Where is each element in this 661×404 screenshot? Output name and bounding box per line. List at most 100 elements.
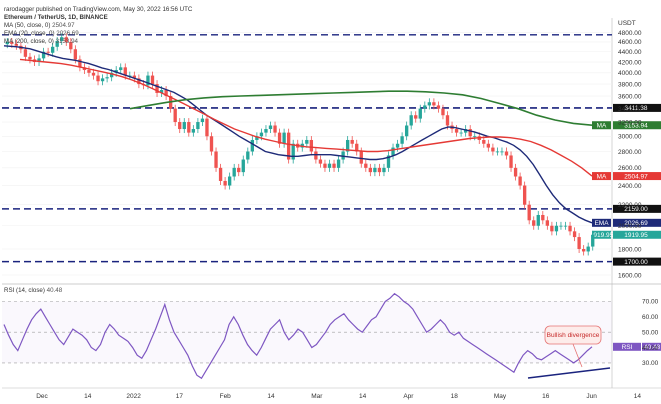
level-badge <box>613 103 661 112</box>
rsi-tick-label: 60.00 <box>642 314 659 321</box>
time-tick-label: May <box>494 393 507 400</box>
candle-body <box>386 155 391 168</box>
candle-body <box>364 163 368 168</box>
candle-body <box>518 176 522 186</box>
time-tick-label: Feb <box>220 393 232 400</box>
candle-body <box>196 122 200 130</box>
price-tick-label: 2200.00 <box>618 202 642 209</box>
annotation-arrow <box>572 343 583 368</box>
candle-body <box>60 37 64 41</box>
candle-body <box>318 159 323 164</box>
time-tick-label: 18 <box>451 393 459 400</box>
candle-body <box>554 225 559 232</box>
candle-body <box>237 167 241 173</box>
ma200-line <box>129 90 593 126</box>
price-tick-label: 2800.00 <box>618 149 642 156</box>
rsi-legend: RSI (14, close) 40.48 <box>4 287 62 294</box>
candle-body <box>473 136 477 138</box>
time-tick-label: Dec <box>36 393 48 400</box>
price-tick-label: 4000.00 <box>618 70 642 77</box>
candle-body <box>591 234 595 247</box>
candle-body <box>182 122 186 130</box>
candle-body <box>246 151 250 160</box>
candle-body <box>336 159 341 168</box>
candle-body <box>64 37 68 42</box>
rsi-line <box>3 292 593 380</box>
candle-body <box>513 167 518 177</box>
ema20-line <box>3 45 593 224</box>
candle-body <box>586 246 590 252</box>
candle-body <box>41 51 46 59</box>
candle-body <box>218 167 223 181</box>
candle-body <box>332 163 336 168</box>
candle-body <box>395 143 400 148</box>
candle-body <box>268 125 273 130</box>
candle-body <box>486 143 491 148</box>
candle-body <box>373 167 377 173</box>
candle-body <box>404 125 409 137</box>
candle-body <box>432 102 436 106</box>
candle-body <box>69 41 73 50</box>
candles <box>5 33 595 256</box>
candle-body <box>368 167 373 173</box>
candle-body <box>282 132 286 144</box>
rsi-last-value-badge <box>642 342 661 351</box>
candle-body <box>305 139 309 144</box>
candle-body <box>355 143 359 152</box>
candle-body <box>255 136 259 140</box>
candle-body <box>550 225 554 232</box>
candle-body <box>78 59 82 68</box>
candle-body <box>55 40 59 47</box>
rsi-last-badge <box>613 342 641 351</box>
candle-body <box>173 108 177 123</box>
candle-body <box>532 220 536 226</box>
time-tick-label: 14 <box>359 393 367 400</box>
candle-body <box>82 67 87 71</box>
candle-body <box>123 67 127 76</box>
candle-body <box>50 46 55 53</box>
candle-body <box>541 214 545 221</box>
rsi-panel: RSI 40.48 <box>3 292 661 380</box>
candle-body <box>10 41 14 44</box>
candle-body <box>28 56 32 60</box>
candle-body <box>223 180 227 186</box>
rsi-tick-label: 50.00 <box>642 329 659 336</box>
candle-body <box>382 167 386 173</box>
candle-body <box>350 139 354 144</box>
candle-body <box>146 75 150 86</box>
rsi-tick-label: 70.00 <box>642 299 659 306</box>
candle-body <box>545 220 550 226</box>
candle-body <box>5 41 9 45</box>
candle-body <box>377 167 382 173</box>
price-tick-label: 1600.00 <box>618 272 642 279</box>
time-tick-label: 2022 <box>126 393 141 400</box>
candle-body <box>273 125 277 133</box>
candle-body <box>191 129 196 133</box>
candle-body <box>581 249 586 252</box>
candle-body <box>205 118 209 137</box>
candle-body <box>250 139 255 152</box>
price-tick-label: 1800.00 <box>618 246 642 253</box>
ma200-badge-tag-label: MA <box>597 123 607 130</box>
time-tick-label: Jun <box>586 393 597 400</box>
level-label: 1700.00 <box>624 259 648 266</box>
candle-body <box>459 132 463 134</box>
candle-body <box>504 151 509 156</box>
candle-body <box>563 225 568 227</box>
candle-body <box>227 176 232 186</box>
ma50-legend: MA (50, close, 0) 2504.97 <box>4 22 75 29</box>
candle-body <box>286 132 291 160</box>
ema20-legend: EMA (20, close, 0) 2026.69 <box>4 30 79 37</box>
candle-body <box>482 139 486 144</box>
candle-body <box>527 204 531 221</box>
candle-body <box>468 129 472 137</box>
time-tick-label: 14 <box>84 393 92 400</box>
candle-body <box>291 143 295 160</box>
candle-body <box>309 139 314 152</box>
ma50-legend-label: MA (50, close, 0) <box>4 22 51 29</box>
candle-body <box>400 136 404 144</box>
ma200-legend: MA (200, close, 0) 3153.94 <box>4 38 78 45</box>
last-price-badge <box>613 230 661 239</box>
ema20-badge <box>613 218 661 227</box>
candle-body <box>209 136 214 152</box>
